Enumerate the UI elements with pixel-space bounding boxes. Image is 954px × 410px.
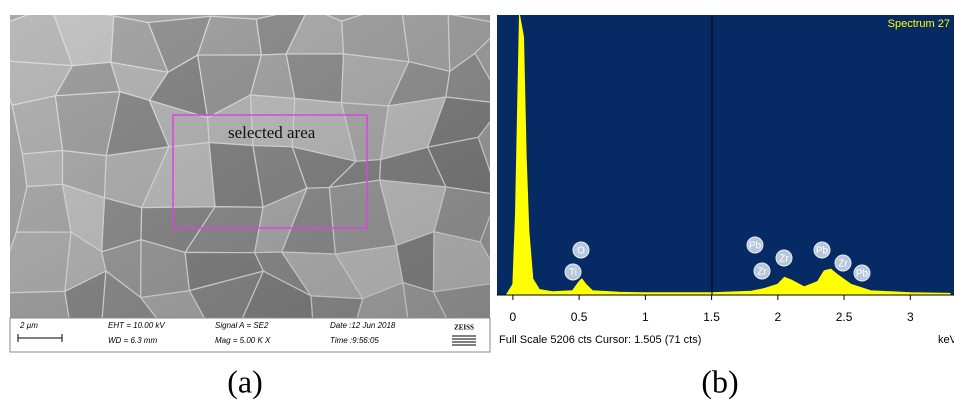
peak-label: Zr	[757, 267, 767, 278]
peak-label: Zr	[779, 254, 789, 265]
peak-label: Pb	[816, 246, 829, 257]
peak-label: Pb	[749, 241, 762, 252]
panel-label: (a)	[227, 363, 263, 399]
peak-label: O	[577, 246, 585, 257]
date: Date :12 Jun 2018	[330, 321, 396, 330]
scale-text: 2 µm	[19, 321, 38, 330]
x-tick-label: 3	[907, 310, 914, 324]
peak-label: Ti	[569, 268, 577, 279]
x-unit: keV	[938, 334, 954, 346]
mag: Mag = 5.00 K X	[215, 336, 271, 345]
annotation: selected area	[228, 123, 316, 142]
plot-area	[497, 15, 954, 295]
x-tick-label: 0	[510, 310, 517, 324]
sem-shade	[10, 15, 490, 318]
footer: Full Scale 5206 cts Cursor: 1.505 (71 ct…	[499, 334, 701, 346]
eht: EHT = 10.00 kV	[108, 321, 165, 330]
panel-label: (b)	[701, 363, 738, 399]
x-tick-label: 0.5	[571, 310, 588, 324]
chart-title: Spectrum 27	[888, 18, 950, 30]
x-tick-label: 2	[774, 310, 781, 324]
peak-label: Pb	[856, 269, 869, 280]
signal: Signal A = SE2	[215, 321, 269, 330]
brand: ZEISS	[454, 324, 474, 332]
x-tick-label: 2.5	[836, 310, 853, 324]
x-tick-label: 1	[642, 310, 649, 324]
x-tick-label: 1.5	[703, 310, 720, 324]
time: Time :9:56:05	[330, 336, 379, 345]
peak-label: Zr	[838, 259, 848, 270]
wd: WD = 6.3 mm	[108, 336, 157, 345]
figure: selected area 2 µm EHT = 10.00 kV WD = 6…	[0, 0, 954, 410]
